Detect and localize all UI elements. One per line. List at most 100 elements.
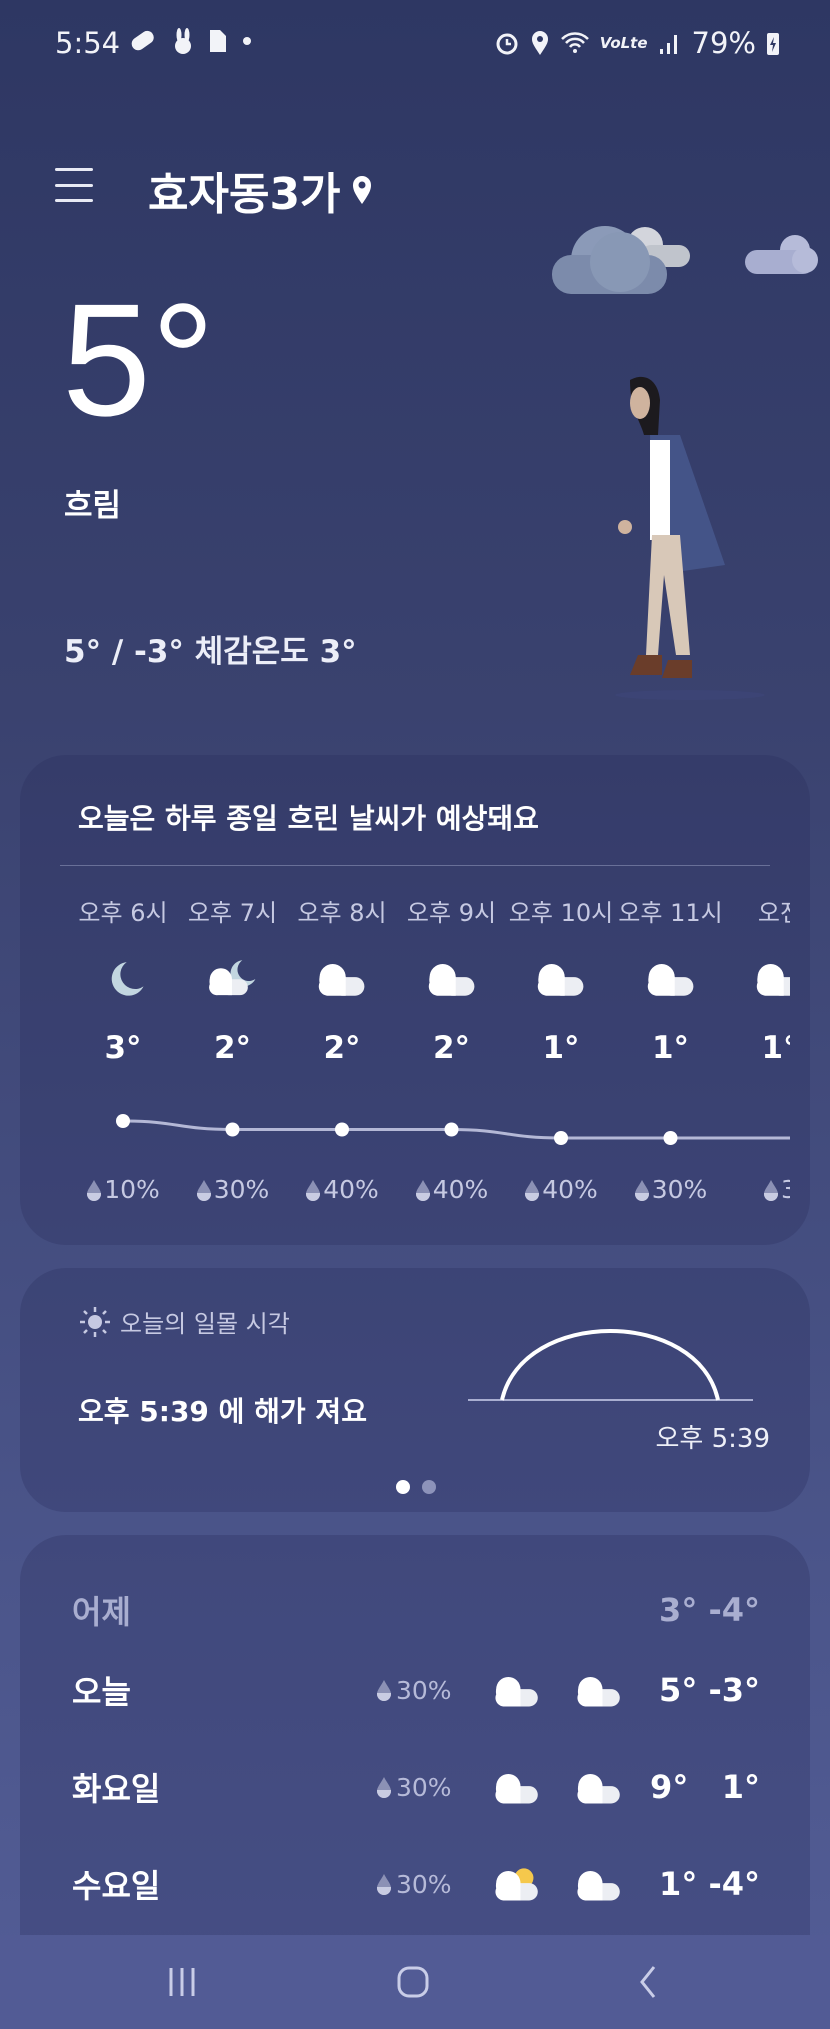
day-label: 수요일: [72, 1867, 161, 1905]
cloud-icon: [647, 964, 693, 996]
hourly-item: 오후 9시 2° 40%: [397, 885, 507, 1204]
hour-precipitation: 40%: [506, 1175, 616, 1204]
divider: [60, 865, 770, 866]
cloud-icon: [577, 1677, 620, 1707]
battery-charging-icon: [767, 33, 779, 55]
hourly-item: 오전 1° 3: [725, 885, 790, 1204]
raindrop-icon: [87, 1179, 102, 1201]
daily-forecast-card: 어제 3° -4° 오늘 30% 5° -3° 화요일 30% 9° 1° 수요일 30% 1° -…: [20, 1535, 810, 1935]
daily-row[interactable]: 화요일 30% 9° 1°: [72, 1757, 760, 1817]
hour-temperature: 2°: [432, 1030, 471, 1066]
temperature-point: [663, 1131, 678, 1145]
day-hi-lo: 1° -4°: [659, 1865, 760, 1903]
hour-label: 오후 8시: [297, 899, 387, 927]
cloud-icon: [428, 964, 474, 996]
raindrop-icon: [377, 1680, 391, 1701]
hour-label: 오후 7시: [187, 899, 278, 927]
cloud-icon: [577, 1871, 620, 1901]
sunset-label: 오늘의 일몰 시각: [120, 1310, 290, 1338]
hour-label: 오후 6시: [78, 899, 168, 927]
day-hi-lo: 9° 1°: [650, 1768, 760, 1806]
hour-precipitation: 3: [725, 1175, 790, 1204]
location-pin-icon: [352, 176, 371, 204]
cloud-icon: [537, 964, 584, 996]
hour-temperature: 2°: [213, 1030, 252, 1066]
alarm-icon: [496, 33, 518, 55]
sunset-card[interactable]: 오늘의 일몰 시각 오후 5:39 에 해가 져요 오후 5:39: [20, 1268, 810, 1512]
hour-precipitation: 30%: [616, 1175, 726, 1204]
cloud-icon: [318, 964, 365, 996]
day-precipitation: 30%: [376, 1870, 476, 1899]
back-button[interactable]: [632, 1965, 666, 1999]
dot-icon: [243, 37, 251, 45]
hourly-item: 오후 7시 2° 30%: [178, 885, 288, 1204]
hour-label: 오후 11시: [618, 899, 723, 927]
hi-lo-feels-like: 5° / -3° 체감온도 3°: [64, 634, 357, 670]
volte-icon: VoLte: [599, 34, 648, 52]
sunset-time: 오후 5:39: [655, 1424, 771, 1454]
daily-row[interactable]: 수요일 30% 1° -4°: [72, 1854, 760, 1914]
raindrop-icon: [377, 1874, 391, 1895]
temperature-line-chart: [116, 1114, 790, 1145]
cloud-icon: [577, 1774, 620, 1804]
hour-precipitation: 40%: [397, 1175, 507, 1204]
raindrop-icon: [415, 1179, 430, 1201]
day-hi-lo: 3° -4°: [659, 1591, 760, 1629]
daily-row[interactable]: 어제 3° -4°: [72, 1580, 760, 1640]
day-label: 화요일: [72, 1770, 161, 1808]
hour-label: 오후 10시: [508, 899, 614, 927]
cloud-icon: [495, 1677, 538, 1707]
signal-icon: [659, 35, 677, 54]
current-temperature: 5°: [62, 270, 215, 449]
sun-arc-graphic: [468, 1329, 753, 1401]
current-condition: 흐림: [64, 488, 122, 524]
raindrop-icon: [525, 1179, 540, 1201]
hour-label: 오전: [757, 899, 790, 927]
temperature-point: [554, 1131, 568, 1145]
day-label: 어제: [72, 1593, 131, 1631]
hour-temperature: 3°: [104, 1030, 142, 1066]
location-icon: [531, 31, 548, 55]
navigation-bar: [0, 1935, 830, 2029]
daily-row[interactable]: 오늘 30% 5° -3°: [72, 1660, 760, 1720]
wifi-icon: [560, 32, 589, 53]
temperature-point: [335, 1122, 349, 1137]
recent-apps-button[interactable]: [165, 1965, 199, 1999]
page-dot-active[interactable]: [396, 1480, 410, 1494]
hour-temperature: 1°: [651, 1030, 690, 1066]
raindrop-icon: [764, 1179, 779, 1201]
cloud-icon: [495, 1774, 538, 1804]
home-button[interactable]: [396, 1965, 430, 1999]
moon-cloud-icon: [208, 960, 255, 996]
page-indicator[interactable]: [396, 1480, 436, 1494]
raindrop-icon: [634, 1179, 649, 1201]
status-time: 5:54: [55, 26, 121, 60]
hourly-forecast-list[interactable]: 오후 6시 3° 10% 오후 7시 2° 30% 오후 8시 2° 40% 오후 9시 2° 40%…: [60, 885, 790, 1225]
hour-temperature: 2°: [323, 1030, 361, 1066]
hour-precipitation: 30%: [178, 1175, 288, 1204]
day-precipitation: 30%: [376, 1676, 476, 1705]
status-bar: 5:54 VoLte 79%: [0, 24, 830, 68]
hour-label: 오후 9시: [406, 899, 497, 927]
hour-precipitation: 10%: [68, 1175, 178, 1204]
day-hi-lo: 5° -3°: [659, 1671, 760, 1709]
page-dot[interactable]: [422, 1480, 436, 1494]
person-illustration: [615, 376, 765, 700]
hour-temperature: 1°: [542, 1030, 580, 1066]
rabbit-icon: [175, 28, 191, 54]
location-name: 효자동3가: [148, 169, 341, 220]
location-title[interactable]: 효자동3가: [148, 158, 373, 222]
temperature-point: [444, 1122, 459, 1137]
battery-percent: 79%: [691, 26, 756, 60]
clouds-illustration: [552, 226, 818, 294]
raindrop-icon: [306, 1179, 321, 1201]
hourly-item: 오후 6시 3° 10%: [68, 885, 178, 1204]
cloud-icon: [756, 964, 790, 996]
hour-temperature: 1°: [761, 1030, 790, 1066]
hourly-item: 오후 8시 2° 40%: [287, 885, 397, 1204]
day-label: 오늘: [72, 1673, 131, 1711]
raindrop-icon: [377, 1777, 391, 1798]
raindrop-icon: [196, 1179, 211, 1201]
hourly-item: 오후 11시 1° 30%: [616, 885, 726, 1204]
menu-button[interactable]: [55, 168, 93, 202]
